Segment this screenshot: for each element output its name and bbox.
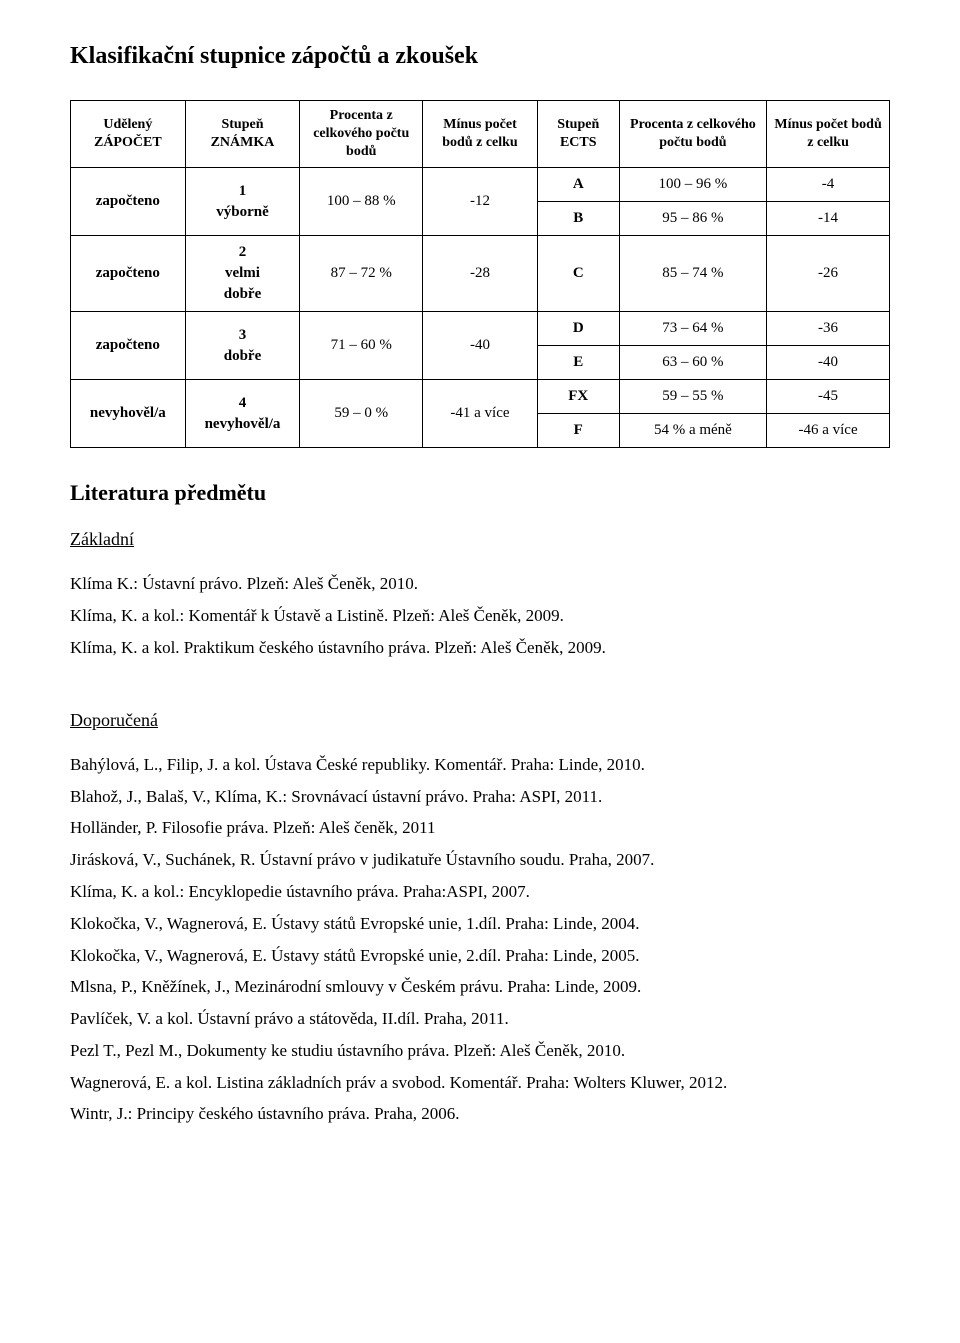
cell-pct: 59 – 55 % xyxy=(619,380,766,414)
cell-min: -40 xyxy=(767,346,890,380)
cell-ects: E xyxy=(537,346,619,380)
znamka-num: 4 xyxy=(239,395,247,411)
refs-doporucena: Bahýlová, L., Filip, J. a kol. Ústava Če… xyxy=(70,753,890,1127)
th-zapocet: Udělený ZÁPOČET xyxy=(71,100,186,168)
cell-procenta: 87 – 72 % xyxy=(300,236,423,312)
grading-table: Udělený ZÁPOČET Stupeň ZNÁMKA Procenta z… xyxy=(70,100,890,449)
cell-pct: 95 – 86 % xyxy=(619,202,766,236)
th-ects: Stupeň ECTS xyxy=(537,100,619,168)
cell-minus: -41 a více xyxy=(423,380,538,448)
ref-item: Jirásková, V., Suchánek, R. Ústavní práv… xyxy=(70,848,890,872)
znamka-word: velmi xyxy=(225,265,260,281)
cell-pct: 63 – 60 % xyxy=(619,346,766,380)
cell-pct: 85 – 74 % xyxy=(619,236,766,312)
ref-item: Klíma K.: Ústavní právo. Plzeň: Aleš Čen… xyxy=(70,572,890,596)
znamka-num: 2 xyxy=(239,244,247,260)
znamka-num: 1 xyxy=(239,183,247,199)
subsection-doporucena: Doporučená xyxy=(70,708,890,733)
cell-ects: C xyxy=(537,236,619,312)
ref-item: Wagnerová, E. a kol. Listina základních … xyxy=(70,1071,890,1095)
cell-procenta: 71 – 60 % xyxy=(300,312,423,380)
cell-min: -45 xyxy=(767,380,890,414)
cell-zapocet: nevyhověl/a xyxy=(71,380,186,448)
cell-znamka: 3 dobře xyxy=(185,312,300,380)
cell-procenta: 100 – 88 % xyxy=(300,168,423,236)
cell-zapocet: započteno xyxy=(71,312,186,380)
ref-item: Wintr, J.: Principy českého ústavního pr… xyxy=(70,1102,890,1126)
ref-item: Klíma, K. a kol. Praktikum českého ústav… xyxy=(70,636,890,660)
cell-min: -46 a více xyxy=(767,414,890,448)
cell-ects: A xyxy=(537,168,619,202)
refs-zakladni: Klíma K.: Ústavní právo. Plzeň: Aleš Čen… xyxy=(70,572,890,697)
cell-pct: 100 – 96 % xyxy=(619,168,766,202)
th-procenta: Procenta z celkového počtu bodů xyxy=(300,100,423,168)
cell-znamka: 4 nevyhověl/a xyxy=(185,380,300,448)
cell-minus: -12 xyxy=(423,168,538,236)
cell-min: -36 xyxy=(767,312,890,346)
table-row: započteno 3 dobře 71 – 60 % -40 D 73 – 6… xyxy=(71,312,890,346)
cell-ects: D xyxy=(537,312,619,346)
cell-pct: 73 – 64 % xyxy=(619,312,766,346)
table-row: započteno 2 velmi dobře 87 – 72 % -28 C … xyxy=(71,236,890,312)
cell-procenta: 59 – 0 % xyxy=(300,380,423,448)
znamka-word: výborně xyxy=(216,204,269,220)
th-minus2: Mínus počet bodů z celku xyxy=(767,100,890,168)
cell-minus: -40 xyxy=(423,312,538,380)
th-znamka: Stupeň ZNÁMKA xyxy=(185,100,300,168)
cell-znamka: 2 velmi dobře xyxy=(185,236,300,312)
ref-item: Pavlíček, V. a kol. Ústavní právo a stát… xyxy=(70,1007,890,1031)
znamka-word: nevyhověl/a xyxy=(205,416,281,432)
subsection-zakladni: Základní xyxy=(70,527,890,552)
ref-item: Klokočka, V., Wagnerová, E. Ústavy států… xyxy=(70,944,890,968)
ref-item: Mlsna, P., Kněžínek, J., Mezinárodní sml… xyxy=(70,975,890,999)
ref-item: Pezl T., Pezl M., Dokumenty ke studiu ús… xyxy=(70,1039,890,1063)
table-row: započteno 1 výborně 100 – 88 % -12 A 100… xyxy=(71,168,890,202)
ref-item: Klíma, K. a kol.: Encyklopedie ústavního… xyxy=(70,880,890,904)
cell-min: -14 xyxy=(767,202,890,236)
section-literatura: Literatura předmětu xyxy=(70,478,890,509)
ref-item: Blahož, J., Balaš, V., Klíma, K.: Srovná… xyxy=(70,785,890,809)
cell-ects: FX xyxy=(537,380,619,414)
cell-ects: F xyxy=(537,414,619,448)
cell-znamka: 1 výborně xyxy=(185,168,300,236)
cell-ects: B xyxy=(537,202,619,236)
znamka-num: 3 xyxy=(239,327,247,343)
ref-item: Bahýlová, L., Filip, J. a kol. Ústava Če… xyxy=(70,753,890,777)
cell-zapocet: započteno xyxy=(71,236,186,312)
cell-min: -4 xyxy=(767,168,890,202)
cell-zapocet: započteno xyxy=(71,168,186,236)
th-procenta2: Procenta z celkového počtu bodů xyxy=(619,100,766,168)
znamka-word: dobře xyxy=(224,348,262,364)
th-minus: Mínus počet bodů z celku xyxy=(423,100,538,168)
table-row: nevyhověl/a 4 nevyhověl/a 59 – 0 % -41 a… xyxy=(71,380,890,414)
cell-minus: -28 xyxy=(423,236,538,312)
ref-item: Klokočka, V., Wagnerová, E. Ústavy států… xyxy=(70,912,890,936)
ref-item: Klíma, K. a kol.: Komentář k Ústavě a Li… xyxy=(70,604,890,628)
table-header-row: Udělený ZÁPOČET Stupeň ZNÁMKA Procenta z… xyxy=(71,100,890,168)
ref-item: Holländer, P. Filosofie práva. Plzeň: Al… xyxy=(70,816,890,840)
cell-min: -26 xyxy=(767,236,890,312)
cell-pct: 54 % a méně xyxy=(619,414,766,448)
znamka-word2: dobře xyxy=(224,286,262,302)
page-title: Klasifikační stupnice zápočtů a zkoušek xyxy=(70,40,890,74)
